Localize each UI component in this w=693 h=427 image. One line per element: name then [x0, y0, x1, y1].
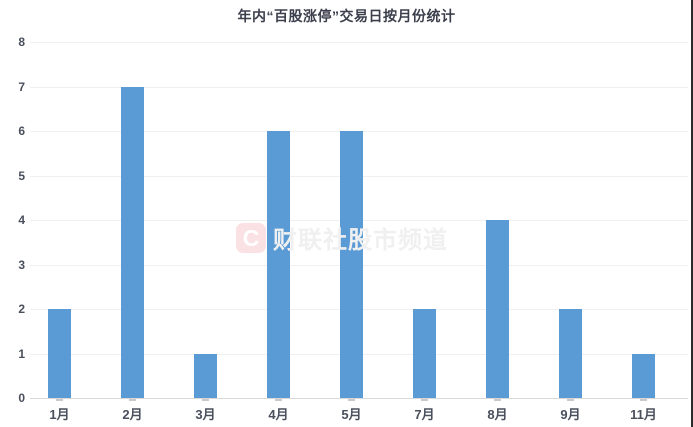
bar[interactable] — [48, 309, 71, 398]
y-axis-tick-label: 3 — [18, 257, 25, 272]
x-axis-tick-label: 1月 — [49, 407, 70, 422]
bar[interactable] — [267, 131, 290, 398]
x-axis-tick-label: 3月 — [195, 407, 216, 422]
x-axis-line — [30, 398, 688, 399]
bar[interactable] — [413, 309, 436, 398]
bar[interactable] — [194, 353, 217, 398]
bar[interactable] — [121, 86, 144, 398]
x-axis-tick-label: 9月 — [560, 407, 581, 422]
x-axis-tick-mark — [348, 399, 355, 401]
bar[interactable] — [632, 353, 655, 398]
y-axis-tick-label: 1 — [18, 346, 25, 361]
gridline — [30, 42, 688, 43]
x-axis-tick-mark — [567, 399, 574, 401]
x-axis-tick-label: 5月 — [341, 407, 362, 422]
x-axis-tick-label: 11月 — [630, 407, 657, 422]
y-axis-tick-label: 8 — [18, 35, 25, 49]
x-axis-tick-mark — [56, 399, 63, 401]
x-axis-tick-mark — [640, 399, 647, 401]
y-axis-tick-label: 6 — [18, 124, 25, 138]
x-axis-tick-mark — [202, 399, 209, 401]
y-axis-tick-label: 7 — [18, 79, 25, 94]
x-axis-tick-mark — [129, 399, 136, 401]
gridline — [30, 86, 688, 88]
y-axis-tick-label: 0 — [18, 391, 25, 405]
plot-area — [30, 42, 688, 399]
bar[interactable] — [340, 131, 363, 398]
chart-title: 年内“百股涨停”交易日按月份统计 — [237, 8, 456, 24]
x-axis-tick-mark — [421, 399, 428, 401]
bar[interactable] — [559, 309, 582, 398]
x-axis-tick-mark — [275, 399, 282, 401]
x-axis-tick-label: 7月 — [414, 407, 435, 422]
x-axis-tick-label: 2月 — [122, 407, 143, 422]
bar[interactable] — [486, 220, 509, 398]
y-axis-tick-label: 5 — [18, 168, 25, 183]
x-axis-tick-mark — [494, 399, 501, 401]
x-axis-tick-label: 4月 — [268, 407, 289, 422]
y-axis-tick-label: 2 — [18, 302, 25, 316]
x-axis-tick-label: 8月 — [487, 407, 508, 422]
y-axis-tick-label: 4 — [18, 213, 25, 227]
